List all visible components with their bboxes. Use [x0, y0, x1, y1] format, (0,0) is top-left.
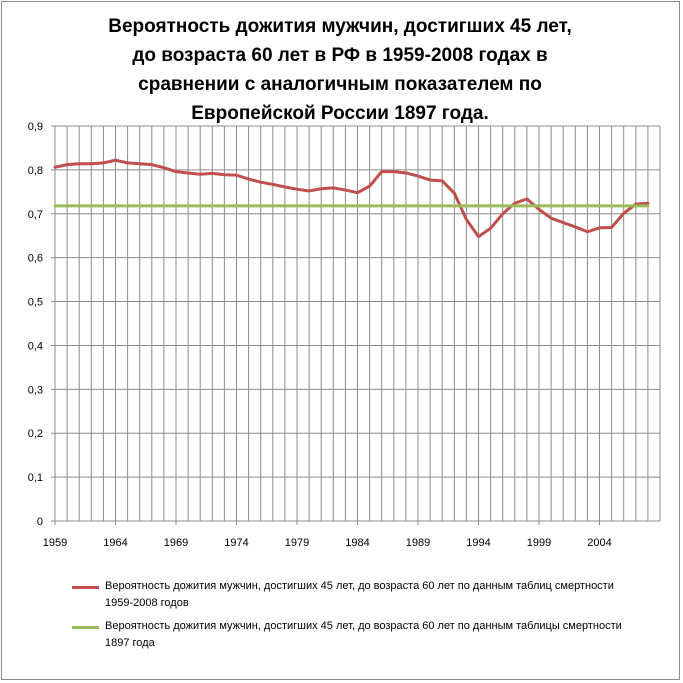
chart-title: Вероятность дожития мужчин, достигших 45… — [40, 12, 640, 128]
x-tick-label: 1989 — [406, 537, 430, 549]
y-tick-label: 0,1 — [28, 472, 43, 484]
x-tick-label: 1969 — [164, 537, 188, 549]
legend-label: Вероятность дожития мужчин, достигших 45… — [105, 580, 614, 609]
legend: Вероятность дожития мужчин, достигших 45… — [72, 578, 632, 658]
series-line-1959-2008 — [53, 158, 650, 239]
y-tick-label: 0 — [37, 516, 43, 528]
y-tick-label: 0,6 — [28, 253, 43, 265]
title-line: Европейской России 1897 года. — [191, 103, 489, 124]
x-tick-label: 1964 — [103, 537, 127, 549]
legend-swatch — [72, 586, 99, 589]
x-tick-label: 1959 — [43, 537, 67, 549]
y-tick-label: 0,4 — [28, 340, 43, 352]
x-tick-label: 1984 — [345, 537, 369, 549]
legend-swatch — [72, 626, 99, 629]
x-tick-label: 1974 — [224, 537, 248, 549]
x-tick-label: 1994 — [466, 537, 490, 549]
y-tick-label: 0,3 — [28, 384, 43, 396]
axes — [51, 125, 660, 525]
y-tick-labels: 0 0,1 0,2 0,3 0,4 0,5 0,6 0,7 0,8 0,9 — [28, 121, 43, 528]
y-tick-label: 0,9 — [28, 121, 43, 133]
x-tick-label: 1979 — [285, 537, 309, 549]
y-tick-label: 0,5 — [28, 297, 43, 309]
series-group — [53, 158, 650, 239]
x-tick-label: 2004 — [587, 537, 611, 549]
grid — [55, 125, 661, 521]
legend-item-1959-2008: Вероятность дожития мужчин, достигших 45… — [72, 578, 632, 618]
title-line: Вероятность дожития мужчин, достигших 45… — [108, 16, 572, 37]
y-tick-label: 0,8 — [28, 165, 43, 177]
y-tick-label: 0,2 — [28, 428, 43, 440]
x-tick-labels: 1959 1964 1969 1974 1979 1984 1989 1994 1999 2004 — [43, 537, 612, 549]
title-line: до возраста 60 лет в РФ в 1959-2008 года… — [132, 45, 548, 66]
y-tick-label: 0,7 — [28, 209, 43, 221]
legend-item-1897: Вероятность дожития мужчин, достигших 45… — [72, 618, 632, 658]
legend-label: Вероятность дожития мужчин, достигших 45… — [105, 620, 622, 649]
title-line: сравнении с аналогичным показателем по — [138, 74, 542, 95]
x-tick-label: 1999 — [527, 537, 551, 549]
